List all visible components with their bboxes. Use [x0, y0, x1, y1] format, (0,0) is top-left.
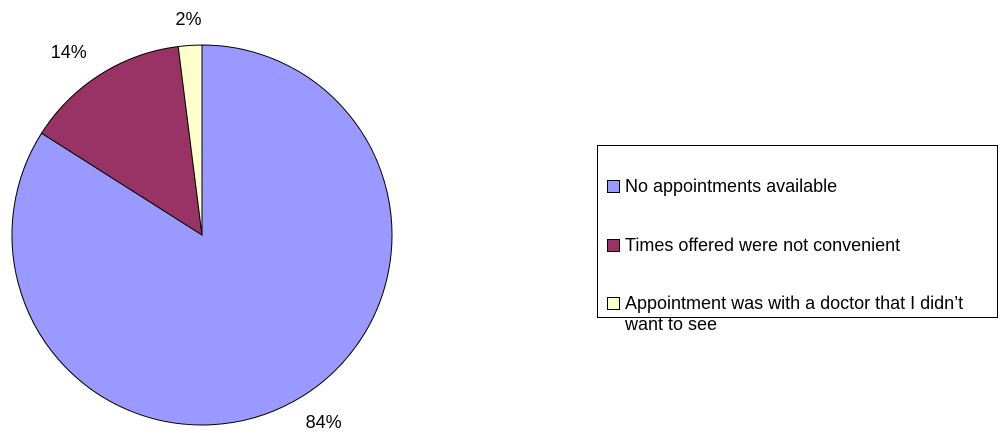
legend-item: No appointments available: [607, 176, 993, 197]
data-label: 14%: [51, 42, 87, 62]
pie-slice: [40, 45, 203, 236]
legend-label: Appointment was with a doctor that I did…: [625, 293, 964, 334]
legend-item: Times offered were not convenient: [607, 235, 993, 256]
legend-swatch: [607, 297, 620, 310]
legend: No appointments available Times offered w…: [597, 145, 998, 334]
legend-swatch: [607, 239, 620, 252]
legend-swatch: [607, 180, 620, 193]
legend-item: Appointment was with a doctor that I did…: [607, 293, 993, 335]
data-label: 84%: [306, 412, 342, 432]
data-label: 2%: [175, 9, 201, 29]
pie-slice: [177, 44, 203, 236]
legend-label: No appointments available: [625, 176, 838, 196]
legend-label: Times offered were not convenient: [625, 235, 901, 255]
